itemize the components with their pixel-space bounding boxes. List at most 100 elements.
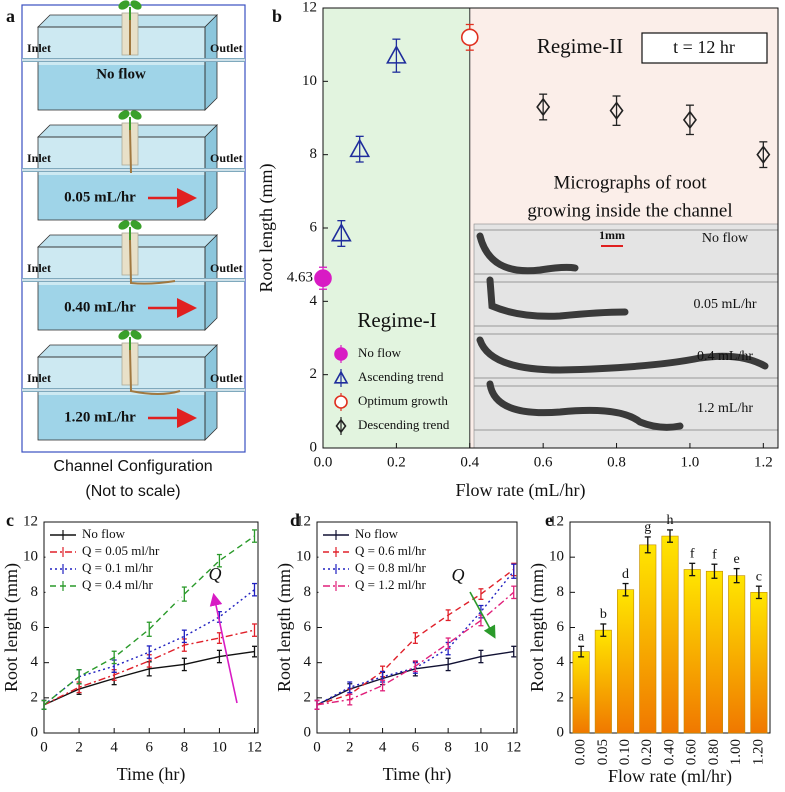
outlet-label: Outlet xyxy=(210,261,243,275)
x-tick-label: 4 xyxy=(110,739,118,755)
inset-label: 0.4 mL/hr xyxy=(697,349,753,364)
legend-box xyxy=(45,523,182,601)
trend-arrow xyxy=(209,592,238,704)
bar-annotation: b xyxy=(600,607,607,622)
region-label: Regime-I xyxy=(357,308,436,332)
flow-label: No flow xyxy=(96,66,146,82)
x-axis-title: Time (hr) xyxy=(117,764,186,785)
root xyxy=(129,349,181,395)
x-tick-label: 0.20 xyxy=(639,739,655,765)
marker xyxy=(335,418,347,434)
x-tick-label: 0.8 xyxy=(607,454,626,470)
inset-label: No flow xyxy=(702,231,749,246)
x-tick-label: 8 xyxy=(181,739,189,755)
root xyxy=(129,239,176,285)
panel-label: d xyxy=(290,510,300,530)
bar xyxy=(661,535,679,734)
channel-front xyxy=(37,136,206,221)
channel-side xyxy=(204,124,218,221)
inlet-label: Inlet xyxy=(27,41,51,55)
y-axis-title: Root length (mm) xyxy=(527,563,548,692)
y-tick-label: 4 xyxy=(31,654,39,670)
root xyxy=(129,129,132,174)
x-axis-title: Flow rate (mL/hr) xyxy=(456,480,586,501)
y-tick-label: 8 xyxy=(31,584,39,600)
y-tick-label: 2 xyxy=(557,689,565,705)
y-tick-label: 0 xyxy=(31,724,39,740)
outlet-label: Outlet xyxy=(210,41,243,55)
inset-label: 0.05 mL/hr xyxy=(694,297,757,312)
legend-label: Q = 0.4 ml/hr xyxy=(82,577,154,592)
inlet-label: Inlet xyxy=(27,261,51,275)
legend-label: Descending trend xyxy=(358,417,450,432)
y-tick-label: 10 xyxy=(23,549,38,565)
legend-label: Q = 0.6 ml/hr xyxy=(355,543,427,558)
line xyxy=(316,591,515,706)
y-tick-label: 2 xyxy=(310,366,318,382)
bar xyxy=(572,651,590,734)
micro-root xyxy=(476,232,579,275)
marker xyxy=(334,347,348,361)
x-tick-label: 1.00 xyxy=(728,739,744,765)
marker xyxy=(334,395,348,409)
marker xyxy=(756,145,771,165)
bar xyxy=(750,592,768,734)
bar xyxy=(594,629,612,734)
y-tick-label: 6 xyxy=(31,619,39,635)
y-tick-label: 12 xyxy=(296,513,311,529)
marker xyxy=(460,28,479,47)
caption: (Not to scale) xyxy=(85,483,180,500)
legend-label: No flow xyxy=(358,345,402,360)
bar-annotation: f xyxy=(690,547,695,562)
x-tick-label: 8 xyxy=(444,739,452,755)
x-tick-label: 0.0 xyxy=(314,454,333,470)
legend-label: No flow xyxy=(355,526,399,541)
outlet-label: Outlet xyxy=(210,151,243,165)
marker xyxy=(536,97,551,117)
x-tick-label: 6 xyxy=(145,739,153,755)
marker xyxy=(333,370,349,384)
x-tick-label: 0.4 xyxy=(460,454,479,470)
marker xyxy=(609,101,624,120)
marker xyxy=(349,138,371,158)
panel-label: a xyxy=(6,6,15,26)
inset xyxy=(473,223,779,449)
x-tick-label: 2 xyxy=(75,739,83,755)
leaf xyxy=(130,0,142,10)
panel-label: e xyxy=(545,510,553,530)
scale-bar-label: 1mm xyxy=(599,228,625,242)
bar-annotation: d xyxy=(622,567,629,582)
leaf xyxy=(130,330,142,340)
legend-label: Ascending trend xyxy=(358,369,444,384)
bar-annotation: h xyxy=(667,513,674,528)
y-tick-label: 6 xyxy=(557,619,565,635)
marker xyxy=(386,45,407,64)
x-tick-label: 0.10 xyxy=(617,739,633,765)
flow-label: 0.05 mL/hr xyxy=(64,189,136,205)
caption: Channel Configuration xyxy=(53,458,212,475)
y-tick-label: 6 xyxy=(304,619,312,635)
x-tick-label: 0.80 xyxy=(706,739,722,765)
legend-label: Optimum growth xyxy=(358,393,448,408)
inset-title: Micrographs of root xyxy=(553,172,707,193)
x-tick-label: 1.20 xyxy=(750,739,766,765)
x-tick-label: 1.0 xyxy=(681,454,700,470)
y-tick-label: 2 xyxy=(304,689,312,705)
x-tick-label: 10 xyxy=(212,739,227,755)
channel-front xyxy=(37,356,206,441)
x-axis-title: Time (hr) xyxy=(383,764,452,785)
leaf xyxy=(118,220,130,230)
x-tick-label: 0 xyxy=(313,739,321,755)
leaf xyxy=(130,220,142,230)
y-axis-title: Root length (mm) xyxy=(274,563,295,692)
bar xyxy=(639,544,657,734)
bar-annotation: g xyxy=(644,520,651,535)
y-tick-label: 8 xyxy=(557,584,565,600)
trend-label: Q xyxy=(452,565,465,585)
channel-side xyxy=(204,234,218,331)
y-tick-label: 6 xyxy=(310,219,318,235)
inset-title: growing inside the channel xyxy=(527,200,732,221)
bar xyxy=(683,569,701,734)
legend-label: Q = 0.05 ml/hr xyxy=(82,543,160,558)
